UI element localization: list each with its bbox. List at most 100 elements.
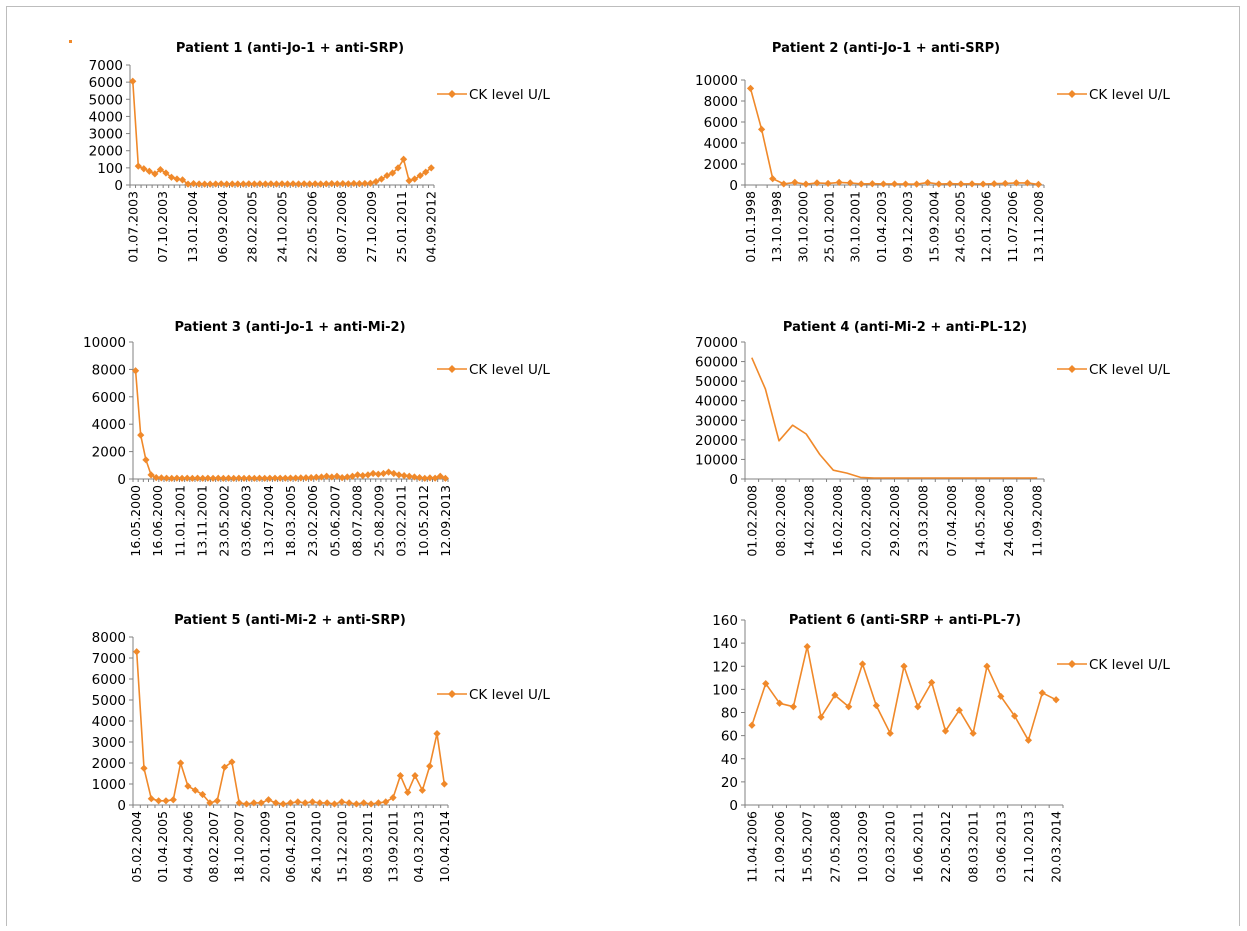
data-point [178,474,186,482]
x-tick-label: 04.03.2013 [411,811,426,883]
data-point [758,125,766,133]
chart-patient-1: Patient 1 (anti-Jo-1 + anti-SRP) 70006000… [89,41,551,263]
x-tick-label: 24.06.2008 [1001,485,1016,557]
data-point [234,180,242,188]
y-tick-label: 80 [721,706,738,722]
y-tick-label: 100 [97,161,123,177]
data-point [886,729,894,737]
x-tick-label: 29.02.2008 [887,485,902,557]
data-point [261,180,270,188]
data-point [359,471,367,480]
data-point [140,764,148,772]
data-point [167,173,176,181]
data-point [879,180,888,188]
data-point [969,729,977,737]
y-tick-label: 30000 [695,413,738,429]
data-point [255,474,264,482]
x-tick-label: 21.10.2013 [1021,811,1036,883]
x-tick-label: 22.05.2012 [938,811,953,883]
data-point [802,180,810,188]
data-point [382,798,390,806]
data-point [206,180,214,188]
x-tick-label: 05.02.2004 [129,811,144,883]
data-point [177,759,185,767]
data-point [228,180,236,188]
data-point [426,762,434,770]
data-point [302,474,310,482]
x-tick-label: 14.02.2008 [801,485,816,557]
data-point [257,799,265,807]
data-point [323,799,331,807]
x-tick-label: 05.06.2007 [327,485,342,557]
data-point [1038,689,1046,697]
data-point [857,180,865,188]
data-point [868,180,876,188]
data-point [281,474,289,482]
y-tick-label: 20 [721,775,738,791]
data-point [946,180,954,188]
data-point [441,474,450,482]
y-tick-label: 4000 [92,714,126,730]
data-point [803,642,811,651]
x-tick-label: 07.04.2008 [944,485,959,557]
data-point [137,431,145,439]
x-tick-label: 18.10.2007 [232,811,247,883]
data-point [361,179,369,188]
y-tick-label: 0 [729,798,738,814]
x-tick-label: 08.02.2008 [773,485,788,557]
chart-patient-6: Patient 6 (anti-SRP + anti-PL-7) 160 140 12… [712,613,1170,883]
data-point [213,797,221,805]
data-point [1034,180,1043,188]
data-point [389,794,397,802]
data-point [217,180,225,188]
x-tick-label: 23.05.2002 [217,485,232,557]
y-tick-label: 60000 [695,355,738,371]
y-tick-label: 40 [721,752,738,768]
data-point [791,178,799,186]
data-point [418,786,426,794]
data-point [890,180,899,188]
data-point [267,180,275,188]
data-point [184,782,192,790]
y-tick-label: 4000 [704,136,738,152]
data-point [312,473,320,481]
data-point [817,713,825,721]
y-tick-label: 7000 [89,58,123,74]
legend-label: CK level U/L [469,87,550,103]
data-point [968,180,976,188]
data-point [168,474,176,482]
data-point [872,701,880,710]
x-tick-label: 03.02.2011 [394,485,409,557]
data-point [789,703,797,711]
data-point [245,180,253,188]
data-point [404,788,412,796]
y-tick-label: 8000 [704,94,738,110]
x-tick-label: 21.09.2006 [772,811,787,883]
legend-marker [1068,660,1076,668]
data-point [411,175,419,183]
data-point [395,471,403,479]
data-point [343,473,351,481]
chart-patient-4: Patient 4 (anti-Mi-2 + anti-PL-12) 70000 6… [695,320,1170,557]
series-line [751,357,1038,479]
x-tick-label: 11.01.2001 [172,485,187,557]
x-tick-label: 30.10.2001 [848,191,863,263]
data-point [364,471,372,479]
data-point [308,798,317,806]
chart-title: Patient 5 (anti-Mi-2 + anti-SRP) [174,613,406,628]
chart-title: Patient 4 (anti-Mi-2 + anti-PL-12) [783,320,1027,335]
data-point [199,474,207,482]
data-point [901,180,910,188]
x-tick-label: 01.04.2003 [874,191,889,263]
y-tick-label: 100 [712,682,738,698]
data-point [410,473,419,481]
y-tick-label: 20000 [695,433,738,449]
data-point [372,177,380,186]
x-tick-label: 03.06.2013 [993,811,1008,883]
data-point [746,84,755,92]
y-tick-label: 2000 [89,144,123,160]
y-tick-label: 40000 [695,394,738,410]
figure-frame [6,6,1240,926]
data-point [195,180,203,188]
x-tick-label: 12.09.2013 [438,485,453,557]
